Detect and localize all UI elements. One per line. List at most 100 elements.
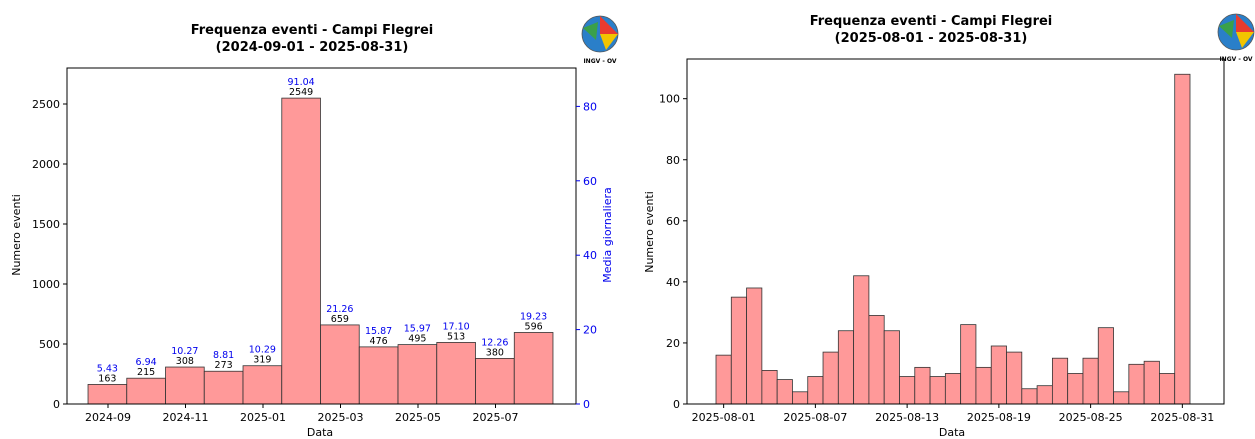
bar-day-26 bbox=[1097, 327, 1114, 405]
daily-mean-label: 5.43 bbox=[97, 363, 118, 374]
y2-tick-label: 40 bbox=[583, 249, 597, 262]
daily-mean-label: 10.29 bbox=[249, 345, 276, 356]
bar-day-5 bbox=[776, 379, 793, 405]
bar-day-4 bbox=[761, 370, 778, 405]
x-tick-label: 2025-03 bbox=[318, 411, 364, 424]
y-tick-label: 0 bbox=[53, 398, 60, 411]
y-tick-label: 500 bbox=[39, 338, 60, 351]
y2-tick-label: 0 bbox=[583, 398, 590, 411]
daily-mean-label: 91.04 bbox=[288, 77, 315, 88]
ingv-logo-green-segment bbox=[1219, 20, 1234, 38]
daily-mean-label: 8.81 bbox=[213, 350, 234, 361]
ingv-logo-text: INGV - OV bbox=[583, 58, 616, 65]
y-tick-label: 2000 bbox=[32, 158, 60, 171]
bar-day-27 bbox=[1113, 391, 1130, 405]
bar-day-6 bbox=[792, 391, 809, 405]
y-tick-label: 2500 bbox=[32, 98, 60, 111]
x-tick-label: 2025-08-19 bbox=[967, 411, 1031, 424]
x-tick-label: 2025-05 bbox=[395, 411, 441, 424]
x-tick-label: 2025-08-07 bbox=[783, 411, 847, 424]
bar-day-23 bbox=[1051, 357, 1069, 405]
daily-mean-label: 10.27 bbox=[171, 346, 198, 357]
bar-2025-02 bbox=[281, 97, 321, 405]
bar-day-21 bbox=[1021, 388, 1038, 405]
x-axis-label: Data bbox=[939, 426, 965, 439]
bar-day-30 bbox=[1159, 373, 1176, 405]
bar-2025-03 bbox=[320, 324, 360, 405]
daily-mean-label: 15.87 bbox=[365, 326, 392, 337]
bar-day-2 bbox=[730, 296, 747, 405]
ingv-logo-yellow-segment bbox=[1236, 32, 1254, 48]
value-label: 163 bbox=[98, 373, 116, 384]
bar-2024-09 bbox=[87, 384, 128, 405]
value-label: 308 bbox=[176, 356, 194, 367]
x-tick-label: 2025-08-25 bbox=[1059, 411, 1123, 424]
value-label: 476 bbox=[370, 336, 388, 347]
bar-2024-10 bbox=[126, 377, 166, 405]
value-label: 273 bbox=[215, 360, 233, 371]
chart-monthly: Frequenza eventi - Campi Flegrei (2024-0… bbox=[10, 15, 619, 439]
bar-day-9 bbox=[837, 330, 855, 405]
value-label: 596 bbox=[525, 321, 543, 332]
ingv-logo-red-segment bbox=[1236, 14, 1254, 32]
value-label: 380 bbox=[486, 347, 504, 358]
bar-day-12 bbox=[883, 330, 900, 405]
y-tick-label: 1000 bbox=[32, 278, 60, 291]
bar-day-3 bbox=[746, 287, 763, 405]
bar-day-24 bbox=[1067, 373, 1084, 405]
y-tick-label: 60 bbox=[666, 215, 680, 228]
bar-day-16 bbox=[944, 373, 962, 405]
y-tick-label: 20 bbox=[666, 337, 680, 350]
y-tick-label: 1500 bbox=[32, 218, 60, 231]
chart-daily-panel: Frequenza eventi - Campi Flegrei (2025-0… bbox=[628, 0, 1255, 439]
x-tick-label: 2025-08-31 bbox=[1150, 411, 1214, 424]
y2-tick-label: 80 bbox=[583, 100, 597, 113]
y2-tick-label: 20 bbox=[583, 324, 597, 337]
daily-mean-label: 19.23 bbox=[520, 311, 547, 322]
bar-2025-01 bbox=[242, 365, 283, 405]
bar-day-11 bbox=[868, 315, 885, 405]
plot-area: 0 20 40 60 80 100 2025-08-01 2025-08-07 2025-08-… bbox=[659, 58, 1225, 424]
bar-day-20 bbox=[1006, 351, 1023, 405]
daily-mean-label: 21.26 bbox=[326, 304, 353, 315]
bar-day-22 bbox=[1036, 385, 1053, 405]
chart-daily: Frequenza eventi - Campi Flegrei (2025-0… bbox=[643, 13, 1255, 439]
value-label: 513 bbox=[447, 331, 465, 342]
y-axis-label: Numero eventi bbox=[10, 194, 23, 276]
x-tick-label: 2024-11 bbox=[163, 411, 209, 424]
bar-day-31 bbox=[1174, 73, 1191, 405]
x-tick-label: 2025-01 bbox=[240, 411, 286, 424]
chart-title-line2: (2024-09-01 - 2025-08-31) bbox=[216, 40, 409, 55]
ingv-logo-green-segment bbox=[583, 22, 598, 40]
ingv-logo-text: INGV - OV bbox=[1219, 56, 1252, 63]
value-label: 495 bbox=[408, 334, 426, 345]
daily-mean-label: 6.94 bbox=[136, 357, 157, 368]
bar-2025-07 bbox=[475, 357, 515, 405]
chart-title-line2: (2025-08-01 - 2025-08-31) bbox=[835, 31, 1028, 46]
y2-axis-label: Media giornaliera bbox=[601, 187, 614, 283]
x-tick-label: 2025-08-13 bbox=[875, 411, 939, 424]
value-label: 2549 bbox=[289, 87, 313, 98]
bar-day-17 bbox=[960, 324, 977, 405]
plot-frame bbox=[66, 67, 577, 405]
bar-2025-05 bbox=[397, 344, 438, 405]
value-label: 319 bbox=[253, 355, 271, 366]
x-axis-label: Data bbox=[307, 426, 333, 439]
bar-2025-08 bbox=[513, 332, 554, 405]
y-tick-label: 80 bbox=[666, 154, 680, 167]
daily-mean-label: 17.10 bbox=[443, 321, 470, 332]
bar-2024-12 bbox=[203, 370, 244, 405]
ingv-logo-yellow-segment bbox=[600, 34, 618, 50]
y-axis-label: Numero eventi bbox=[643, 191, 656, 273]
y-tick-label: 100 bbox=[659, 93, 680, 106]
y-tick-label: 0 bbox=[673, 398, 680, 411]
bar-day-18 bbox=[975, 366, 992, 405]
plot-frame bbox=[686, 58, 1225, 405]
daily-mean-label: 15.97 bbox=[404, 324, 431, 335]
ingv-logo: INGV - OV bbox=[1217, 13, 1255, 63]
bar-2024-11 bbox=[165, 366, 205, 405]
y-tick-label: 40 bbox=[666, 276, 680, 289]
ingv-logo: INGV - OV bbox=[581, 15, 619, 65]
bar-day-8 bbox=[822, 351, 839, 405]
